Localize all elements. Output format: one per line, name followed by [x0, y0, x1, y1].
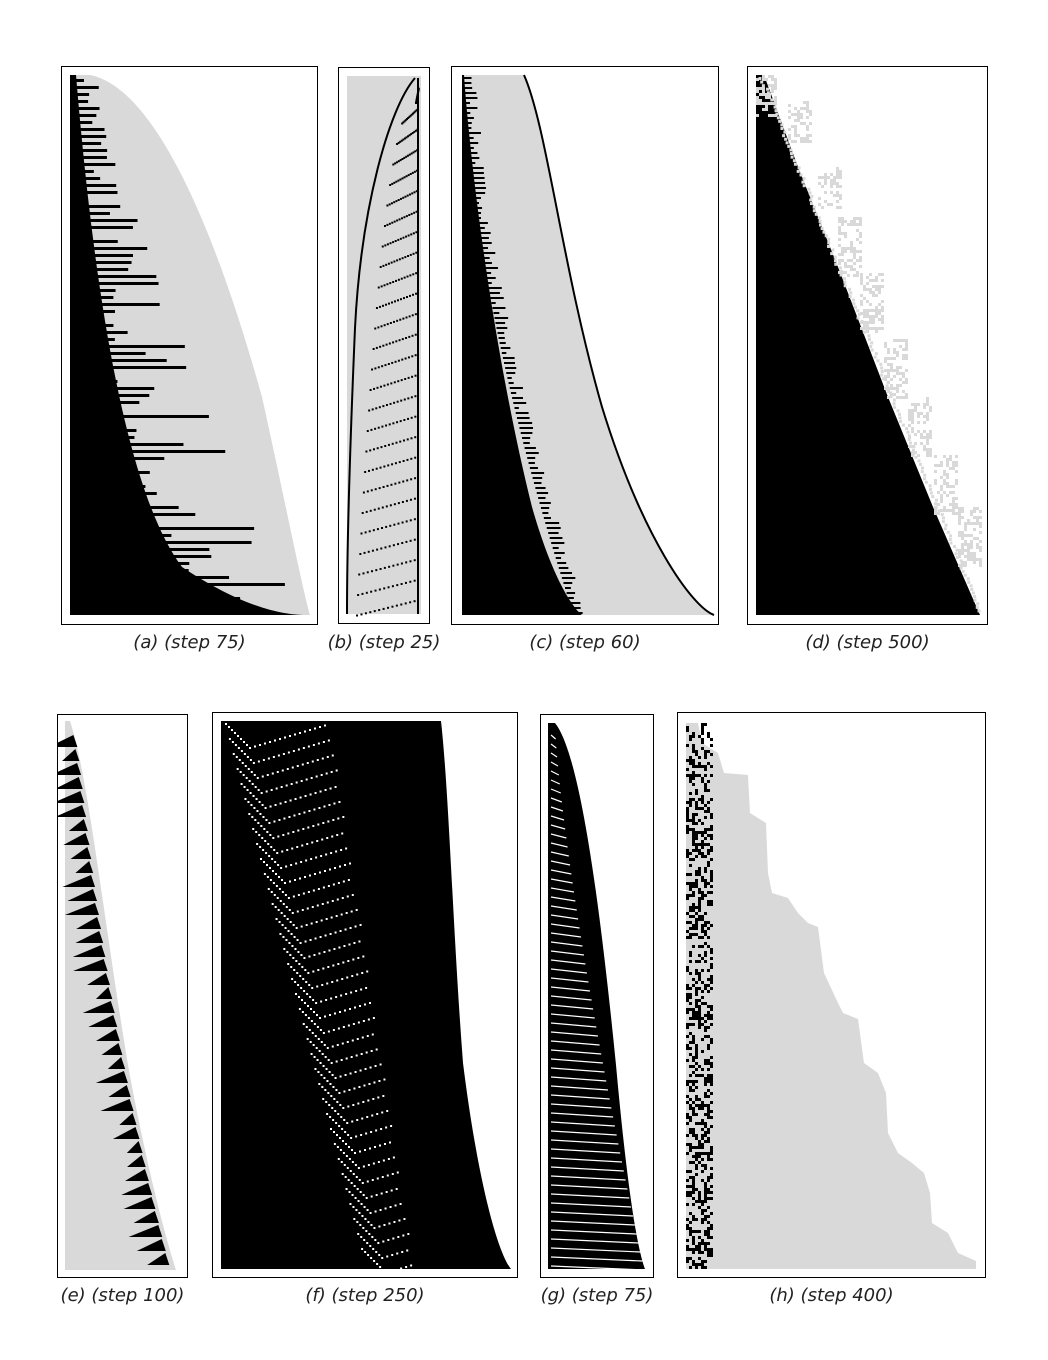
- steps-c: [464, 77, 583, 614]
- pattern-d: [756, 75, 982, 615]
- noise-h: [686, 723, 713, 1269]
- black-region-c: [462, 75, 582, 615]
- triangles-e: [58, 735, 170, 1265]
- panel-d: [747, 66, 988, 625]
- panel-g: [540, 714, 654, 1278]
- dotted-lines-b: [356, 87, 420, 617]
- caption-f: (f) (step 250): [305, 1285, 425, 1306]
- caption-e: (e) (step 100): [60, 1285, 185, 1306]
- panel-h: [677, 712, 986, 1278]
- panel-a: [61, 66, 318, 625]
- panel-f: [212, 712, 518, 1278]
- caption-d: (d) (step 500): [805, 632, 930, 653]
- curve-b: [346, 77, 416, 615]
- panel-b: [338, 67, 430, 624]
- pattern-f: [221, 721, 511, 1274]
- pattern-a: [70, 75, 310, 615]
- black-region-d: [756, 75, 980, 615]
- chevron-dots-f: [225, 723, 413, 1274]
- caption-c: (c) (step 60): [529, 632, 641, 653]
- black-region-f: [221, 721, 511, 1269]
- pattern-b: [346, 76, 421, 617]
- pattern-e: [58, 721, 176, 1270]
- caption-a: (a) (step 75): [133, 632, 246, 653]
- caption-b: (b) (step 25): [327, 632, 441, 653]
- gray-region-h: [686, 723, 976, 1269]
- panel-e: [57, 714, 188, 1278]
- caption-h: (h) (step 400): [769, 1285, 894, 1306]
- noise-d: [756, 75, 982, 613]
- stripes-a: [70, 79, 285, 614]
- curve-c: [523, 74, 715, 616]
- panel-c: [451, 66, 719, 625]
- pattern-c: [462, 74, 715, 616]
- pattern-g: [548, 723, 645, 1271]
- arcs-g: [550, 734, 645, 1271]
- gray-region-e: [65, 721, 176, 1270]
- pattern-h: [686, 723, 976, 1269]
- caption-g: (g) (step 75): [540, 1285, 654, 1306]
